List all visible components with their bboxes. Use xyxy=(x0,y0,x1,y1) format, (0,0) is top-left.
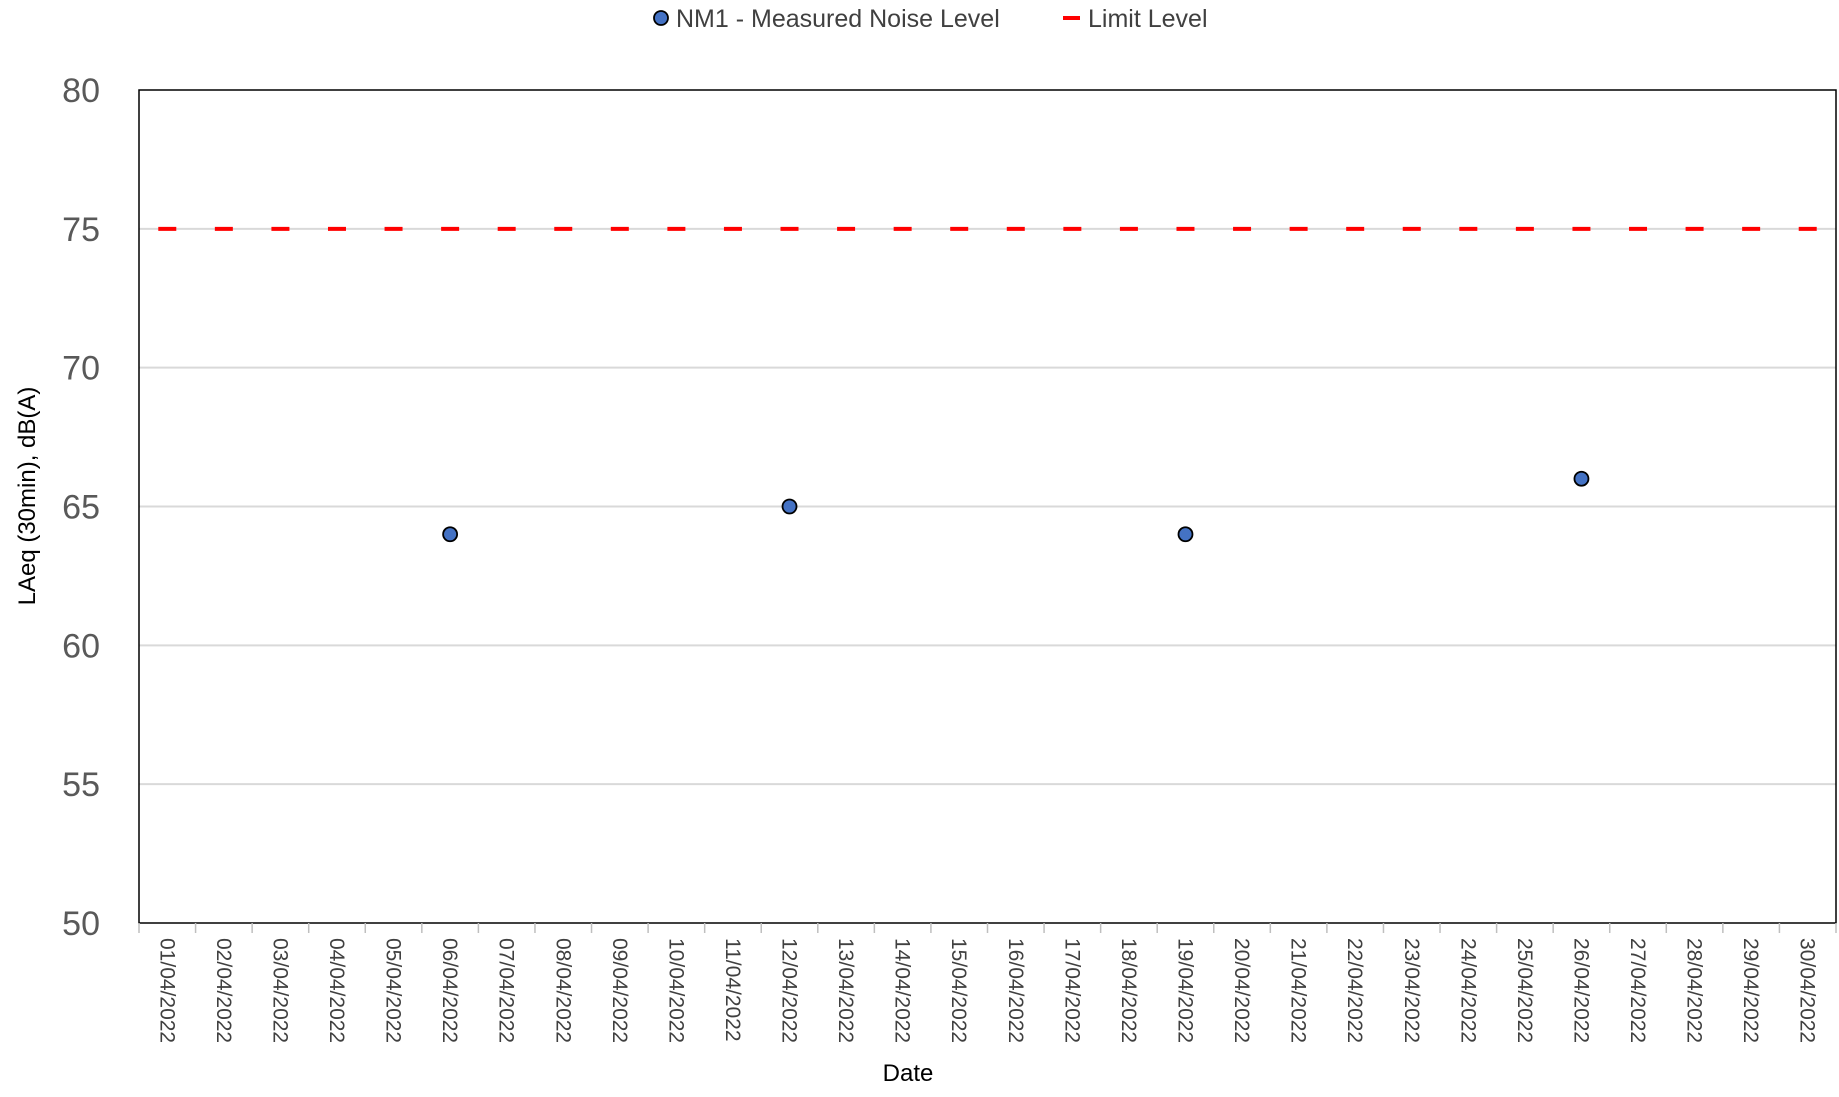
x-tick-label: 21/04/2022 xyxy=(1287,938,1310,1043)
x-tick-label: 25/04/2022 xyxy=(1513,938,1536,1043)
x-tick-label: 22/04/2022 xyxy=(1343,938,1366,1043)
x-tick-label: 08/04/2022 xyxy=(551,938,574,1043)
x-tick-label: 27/04/2022 xyxy=(1626,938,1649,1043)
legend-label-limit: Limit Level xyxy=(1088,5,1208,33)
y-tick-label-65: 65 xyxy=(62,489,100,527)
y-tick-label-55: 55 xyxy=(62,766,100,804)
x-tick-label: 17/04/2022 xyxy=(1060,938,1083,1043)
x-tick-label: 09/04/2022 xyxy=(608,938,631,1043)
x-tick-label: 05/04/2022 xyxy=(382,938,405,1043)
x-axis-title: Date xyxy=(883,1060,934,1087)
x-tick-label: 11/04/2022 xyxy=(721,938,744,1042)
x-tick-label: 15/04/2022 xyxy=(947,938,970,1043)
y-axis: 50 55 60 65 70 75 80 xyxy=(62,72,100,943)
y-tick-label-50: 50 xyxy=(62,905,100,943)
x-tick-label: 26/04/2022 xyxy=(1569,938,1592,1043)
x-tick-label: 03/04/2022 xyxy=(268,938,291,1043)
x-tick-label: 14/04/2022 xyxy=(891,938,914,1043)
gridlines xyxy=(139,227,1836,786)
legend: NM1 - Measured Noise Level Limit Level xyxy=(653,5,1208,33)
x-tick-label: 18/04/2022 xyxy=(1117,938,1140,1043)
x-tick-label: 10/04/2022 xyxy=(664,938,687,1043)
x-tick-label: 23/04/2022 xyxy=(1400,938,1423,1043)
x-tick-label: 19/04/2022 xyxy=(1173,938,1196,1043)
data-point xyxy=(1573,470,1590,487)
x-tick-label: 02/04/2022 xyxy=(212,938,235,1043)
legend-label-measured: NM1 - Measured Noise Level xyxy=(676,5,1000,33)
y-tick-label-70: 70 xyxy=(62,350,100,388)
y-tick-label-75: 75 xyxy=(62,211,100,249)
x-tick-label: 13/04/2022 xyxy=(834,938,857,1043)
data-point xyxy=(442,526,459,543)
y-axis-title: LAeq (30min), dB(A) xyxy=(14,387,41,606)
x-axis: 01/04/2022 02/04/2022 03/04/2022 04/04/2022… xyxy=(138,923,1837,1043)
data-point xyxy=(1177,526,1194,543)
data-points xyxy=(442,470,1590,543)
x-tick-label: 12/04/2022 xyxy=(778,938,801,1043)
legend-marker-measured xyxy=(653,10,669,26)
x-tick-label: 07/04/2022 xyxy=(495,938,518,1043)
y-tick-label-80: 80 xyxy=(62,72,100,110)
x-tick-label: 20/04/2022 xyxy=(1230,938,1253,1043)
x-tick-label: 30/04/2022 xyxy=(1796,938,1819,1043)
x-tick-label: 01/04/2022 xyxy=(155,938,178,1043)
data-point xyxy=(781,498,798,515)
x-tick-label: 29/04/2022 xyxy=(1739,938,1762,1043)
y-tick-label-60: 60 xyxy=(62,627,100,665)
x-tick-label: 06/04/2022 xyxy=(438,938,461,1043)
x-tick-label: 28/04/2022 xyxy=(1683,938,1706,1043)
x-tick-label: 04/04/2022 xyxy=(325,938,348,1043)
x-tick-label: 16/04/2022 xyxy=(1004,938,1027,1043)
x-tick-label: 24/04/2022 xyxy=(1456,938,1479,1043)
